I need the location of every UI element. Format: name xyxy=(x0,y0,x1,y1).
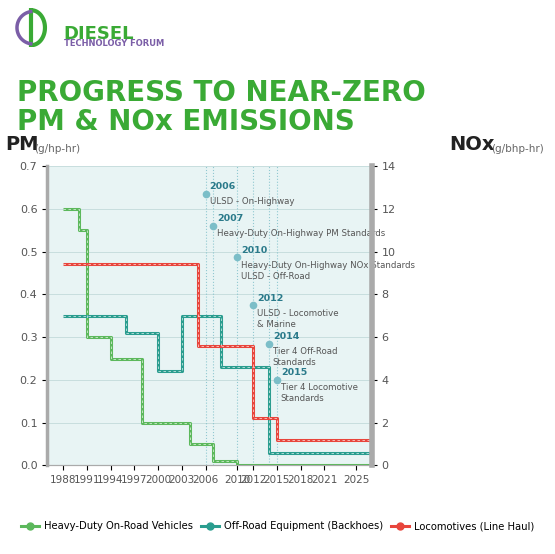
Locomotives (Line Haul) xyxy=(369,437,375,443)
Text: 2010: 2010 xyxy=(241,245,268,255)
Off-Road Equipment (Backhoes) xyxy=(123,330,130,336)
Line: Off-Road Equipment (Backhoes): Off-Road Equipment (Backhoes) xyxy=(63,316,372,453)
Heavy-Duty On-Road Vehicles xyxy=(75,206,82,212)
Heavy-Duty On-Road Vehicles xyxy=(83,227,90,234)
Legend: Heavy-Duty On-Road Vehicles, Off-Road Equipment (Backhoes), Locomotives (Line Ha: Heavy-Duty On-Road Vehicles, Off-Road Eq… xyxy=(17,517,538,535)
Heavy-Duty On-Road Vehicles xyxy=(60,206,67,212)
Heavy-Duty On-Road Vehicles xyxy=(107,355,114,362)
Heavy-Duty On-Road Vehicles xyxy=(234,458,240,464)
Text: (g/bhp-hr): (g/bhp-hr) xyxy=(491,144,544,154)
Text: NOx: NOx xyxy=(450,135,495,154)
Off-Road Equipment (Backhoes) xyxy=(155,368,162,375)
Locomotives (Line Haul) xyxy=(274,415,280,422)
Heavy-Duty On-Road Vehicles xyxy=(139,355,145,362)
Heavy-Duty On-Road Vehicles xyxy=(210,440,217,447)
Off-Road Equipment (Backhoes) xyxy=(123,312,130,319)
Heavy-Duty On-Road Vehicles xyxy=(186,440,193,447)
Heavy-Duty On-Road Vehicles xyxy=(75,227,82,234)
Locomotives (Line Haul) xyxy=(194,342,201,349)
Text: ULSD - On-Highway: ULSD - On-Highway xyxy=(210,197,294,206)
Text: 2015: 2015 xyxy=(281,368,307,377)
Line: Locomotives (Line Haul): Locomotives (Line Haul) xyxy=(63,264,372,440)
Off-Road Equipment (Backhoes) xyxy=(369,449,375,456)
Text: 2007: 2007 xyxy=(218,214,244,223)
Text: PM: PM xyxy=(5,135,38,154)
Text: (g/hp-hr): (g/hp-hr) xyxy=(34,144,80,154)
Locomotives (Line Haul) xyxy=(194,261,201,268)
Heavy-Duty On-Road Vehicles xyxy=(186,419,193,426)
Text: TECHNOLOGY FORUM: TECHNOLOGY FORUM xyxy=(64,39,164,48)
Text: Tier 4 Off-Road
Standards: Tier 4 Off-Road Standards xyxy=(273,347,337,367)
Locomotives (Line Haul) xyxy=(274,437,280,443)
Off-Road Equipment (Backhoes) xyxy=(218,364,225,371)
Text: Heavy-Duty On-Highway NOx Standards
ULSD - Off-Road: Heavy-Duty On-Highway NOx Standards ULSD… xyxy=(241,260,415,281)
Heavy-Duty On-Road Vehicles xyxy=(107,334,114,341)
Off-Road Equipment (Backhoes) xyxy=(179,368,185,375)
Text: 2006: 2006 xyxy=(210,182,236,191)
Off-Road Equipment (Backhoes) xyxy=(179,312,185,319)
Line: Heavy-Duty On-Road Vehicles: Heavy-Duty On-Road Vehicles xyxy=(63,209,372,465)
Off-Road Equipment (Backhoes) xyxy=(155,330,162,336)
Heavy-Duty On-Road Vehicles xyxy=(83,334,90,341)
Text: Heavy-Duty On-Highway PM Standards: Heavy-Duty On-Highway PM Standards xyxy=(218,229,386,238)
Locomotives (Line Haul) xyxy=(250,342,256,349)
Text: PROGRESS TO NEAR-ZERO
PM & NOx EMISSIONS: PROGRESS TO NEAR-ZERO PM & NOx EMISSIONS xyxy=(17,79,425,136)
Off-Road Equipment (Backhoes) xyxy=(266,449,273,456)
Off-Road Equipment (Backhoes) xyxy=(60,312,67,319)
Heavy-Duty On-Road Vehicles xyxy=(210,458,217,464)
Off-Road Equipment (Backhoes) xyxy=(218,312,225,319)
Text: 2014: 2014 xyxy=(273,332,299,341)
Text: ULSD - Locomotive
& Marine: ULSD - Locomotive & Marine xyxy=(257,309,339,329)
Locomotives (Line Haul) xyxy=(250,415,256,422)
Heavy-Duty On-Road Vehicles xyxy=(369,462,375,469)
Text: Tier 4 Locomotive
Standards: Tier 4 Locomotive Standards xyxy=(281,383,358,403)
Heavy-Duty On-Road Vehicles xyxy=(234,462,240,469)
Off-Road Equipment (Backhoes) xyxy=(266,364,273,371)
Text: 2012: 2012 xyxy=(257,294,284,302)
Locomotives (Line Haul) xyxy=(60,261,67,268)
Text: DIESEL: DIESEL xyxy=(64,25,134,43)
Heavy-Duty On-Road Vehicles xyxy=(139,419,145,426)
